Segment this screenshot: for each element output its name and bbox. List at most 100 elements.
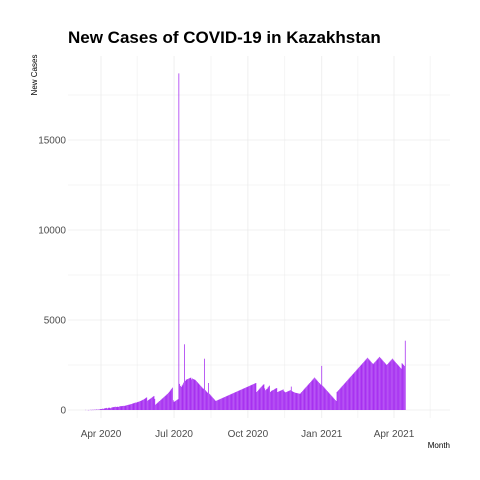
bar [287, 391, 289, 410]
bar [336, 392, 338, 410]
x-tick-label: Apr 2020 [81, 429, 122, 440]
bar [143, 399, 145, 410]
bar [225, 396, 227, 410]
bar [258, 389, 260, 410]
bar [373, 363, 375, 410]
bar [218, 399, 220, 410]
bar [377, 358, 379, 410]
bar [360, 365, 362, 410]
bar [343, 384, 344, 410]
bar [163, 397, 164, 410]
bar [303, 389, 305, 410]
bar [361, 364, 363, 410]
bar [217, 399, 219, 410]
bar [281, 390, 282, 410]
bar [95, 409, 97, 410]
chart-title: New Cases of COVID-19 in Kazakhstan [68, 28, 381, 47]
bar [136, 402, 138, 410]
bar [391, 359, 392, 410]
bar [153, 395, 155, 410]
bar [193, 379, 195, 410]
bar [279, 390, 281, 410]
bar [238, 390, 240, 410]
bar [187, 379, 189, 410]
bar [222, 397, 224, 410]
bar [123, 405, 124, 410]
bar [404, 340, 406, 410]
bar [305, 387, 307, 410]
bar [178, 73, 180, 411]
bar [280, 390, 282, 410]
bar [294, 392, 296, 410]
bar [127, 404, 129, 410]
y-axis-title: New Cases [30, 55, 39, 96]
bar [127, 405, 128, 410]
bar [196, 382, 198, 410]
bar [246, 386, 248, 410]
bar [233, 392, 235, 410]
bar [232, 393, 234, 410]
bar [186, 379, 188, 410]
bar [327, 392, 329, 410]
bar [103, 408, 105, 410]
bar [106, 407, 107, 410]
bar [188, 378, 190, 410]
bar [264, 388, 266, 410]
bar [272, 390, 274, 410]
bar [307, 384, 309, 410]
bar [172, 387, 173, 410]
bar [245, 387, 246, 410]
bar [244, 388, 246, 410]
bar [131, 403, 132, 410]
x-tick-label: Apr 2021 [374, 429, 415, 440]
bar [146, 397, 148, 410]
bar [356, 369, 358, 410]
bar [290, 386, 292, 410]
bar [275, 388, 277, 410]
bar [301, 392, 303, 410]
bar [123, 405, 125, 410]
bar [131, 403, 133, 410]
bar [216, 400, 217, 410]
bar [388, 363, 389, 410]
bar [270, 392, 271, 410]
bar [269, 385, 270, 410]
bar [334, 399, 335, 410]
bar [266, 389, 267, 410]
bar [150, 398, 152, 410]
bar [297, 393, 299, 410]
bar [111, 407, 112, 410]
bar [375, 361, 376, 410]
bar [120, 406, 122, 410]
bar [341, 386, 343, 410]
bar [277, 392, 278, 410]
bar [308, 383, 310, 410]
bar [378, 357, 380, 410]
bar [306, 386, 307, 410]
bar [176, 399, 178, 410]
bar [366, 358, 368, 410]
bar [211, 396, 213, 410]
bar [152, 397, 153, 410]
y-tick-label: 0 [60, 406, 66, 417]
bar [161, 398, 163, 410]
bar [119, 406, 120, 410]
bar [401, 363, 403, 410]
bar [196, 381, 197, 410]
bar [167, 393, 168, 410]
bar [371, 363, 373, 410]
bar [298, 393, 300, 410]
bar [99, 409, 100, 410]
bar [256, 392, 258, 410]
bar [259, 388, 261, 410]
bar [291, 391, 293, 410]
bar [314, 378, 316, 410]
bar [231, 393, 233, 410]
bar [107, 408, 108, 410]
bar [209, 393, 210, 410]
bar [310, 382, 311, 410]
bar [101, 409, 103, 410]
bar [290, 390, 291, 410]
bar [339, 389, 340, 410]
bar [249, 385, 250, 410]
